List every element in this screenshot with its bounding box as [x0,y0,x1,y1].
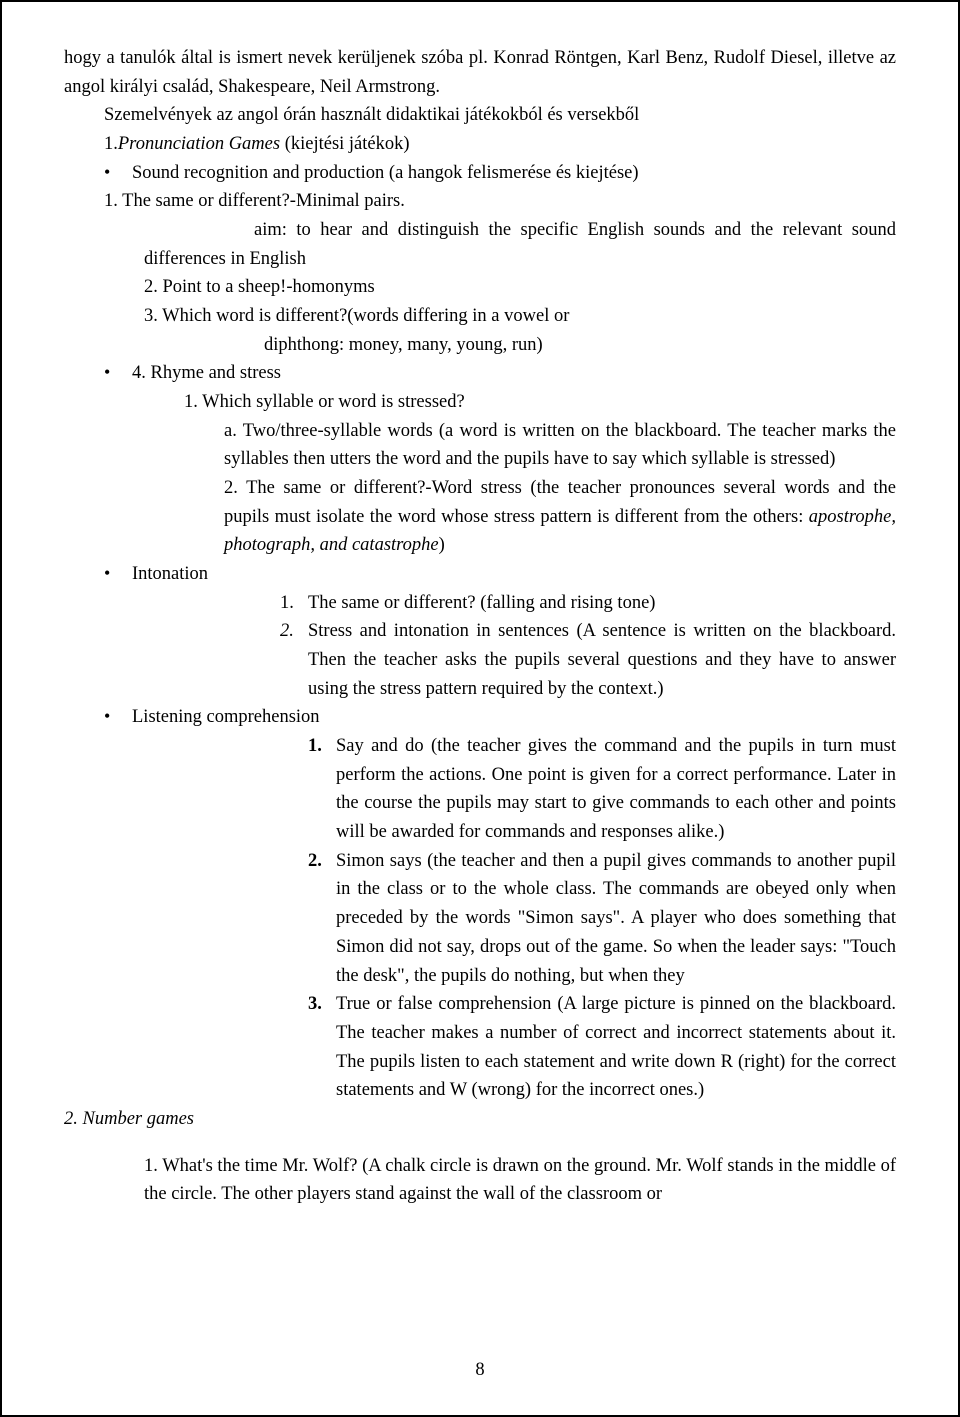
list-number: 1. [280,589,308,618]
document-page: hogy a tanulók által is ismert nevek ker… [0,0,960,1417]
bullet-icon: • [104,359,132,387]
list-text: The same or different? (falling and risi… [308,589,655,618]
list-number: 1. [308,732,336,761]
number-games-item-1: 1. What's the time Mr. Wolf? (A chalk ci… [64,1152,896,1209]
item-2-homonyms: 2. Point to a sheep!-homonyms [64,273,896,302]
listening-item-3: 3. True or false comprehension (A large … [64,990,896,1105]
list-number: 2. [308,847,336,876]
item-3-line-a: 3. Which word is different?(words differ… [64,302,896,331]
section-2-heading: 2. Number games [64,1105,896,1134]
rhyme-item-2-text-a: 2. The same or different?-Word stress (t… [224,478,896,527]
section-1-prefix: 1. [104,134,118,154]
list-text: Say and do (the teacher gives the comman… [336,732,896,847]
intro-paragraph-1: hogy a tanulók által is ismert nevek ker… [64,44,896,101]
bullet-text: 4. Rhyme and stress [132,359,896,388]
rhyme-item-2: 2. The same or different?-Word stress (t… [64,474,896,560]
page-number: 8 [2,1356,958,1385]
bullet-icon: • [104,703,132,731]
bullet-listening: • Listening comprehension [64,703,896,732]
section-1-suffix: (kiejtési játékok) [280,134,409,154]
list-text: Stress and intonation in sentences (A se… [308,617,896,703]
bullet-text: Sound recognition and production (a hang… [132,159,896,188]
section-1-italic: Pronunciation Games [118,134,280,154]
item-1-aim: aim: to hear and distinguish the specifi… [64,216,896,273]
listening-item-2: 2. Simon says (the teacher and then a pu… [64,847,896,990]
intonation-item-1: 1. The same or different? (falling and r… [64,589,896,618]
item-1-aim-text: aim: to hear and distinguish the specifi… [144,220,896,269]
item-3-line-b: diphthong: money, many, young, run) [64,331,896,360]
bullet-intonation: • Intonation [64,560,896,589]
bullet-text: Intonation [132,560,896,589]
list-text: True or false comprehension (A large pic… [336,990,896,1105]
rhyme-item-2-text-b: ) [439,535,445,555]
bullet-icon: • [104,560,132,588]
list-number: 3. [308,990,336,1019]
bullet-icon: • [104,159,132,187]
intro-paragraph-2: Szemelvények az angol órán használt dida… [64,101,896,130]
bullet-rhyme-stress: • 4. Rhyme and stress [64,359,896,388]
rhyme-item-1: 1. Which syllable or word is stressed? [64,388,896,417]
spacer [64,1134,896,1152]
rhyme-item-1a: a. Two/three-syllable words (a word is w… [64,417,896,474]
intonation-item-2: 2. Stress and intonation in sentences (A… [64,617,896,703]
list-number: 2. [280,617,308,646]
item-1-minimal-pairs: 1. The same or different?-Minimal pairs. [64,187,896,216]
bullet-sound-recognition: • Sound recognition and production (a ha… [64,159,896,188]
listening-item-1: 1. Say and do (the teacher gives the com… [64,732,896,847]
list-text: Simon says (the teacher and then a pupil… [336,847,896,990]
bullet-text: Listening comprehension [132,703,896,732]
section-1-heading: 1.Pronunciation Games (kiejtési játékok) [64,130,896,159]
